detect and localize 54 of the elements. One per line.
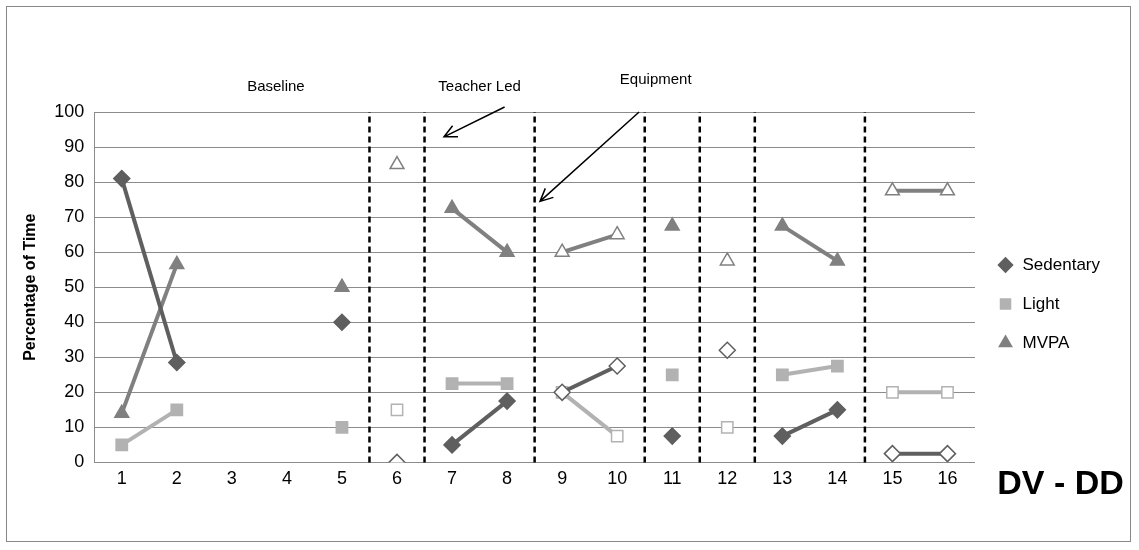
x-tick-label: 14 — [827, 468, 848, 489]
y-tick-label: 40 — [64, 311, 85, 332]
point — [498, 392, 516, 410]
point — [830, 359, 844, 373]
x-tick-label: 5 — [336, 468, 347, 489]
point — [443, 436, 461, 454]
legend-label: Light — [1022, 293, 1060, 313]
x-tick-label: 11 — [662, 468, 682, 489]
y-tick-label: 10 — [64, 416, 85, 437]
point — [829, 252, 846, 266]
x-tick-label: 13 — [772, 468, 793, 489]
x-tick-label: 10 — [607, 468, 628, 489]
point — [774, 217, 791, 231]
point — [114, 404, 130, 419]
y-axis-title: Percentage of Time — [21, 213, 39, 361]
point — [773, 427, 792, 445]
point — [663, 427, 681, 445]
point — [444, 199, 460, 214]
text: Teacher Led — [438, 77, 521, 95]
y-tick-label: 50 — [64, 276, 85, 297]
point — [828, 401, 847, 419]
x-tick-label: 9 — [557, 468, 568, 489]
point — [115, 438, 129, 452]
y-tick-label: 80 — [64, 171, 85, 192]
point — [333, 313, 351, 331]
point — [170, 403, 184, 417]
x-tick-label: 4 — [281, 468, 292, 489]
y-tick-label: 100 — [54, 100, 85, 121]
y-tick-label: 0 — [74, 451, 85, 472]
x-tick-label: 6 — [391, 468, 403, 489]
point — [168, 353, 186, 372]
x-tick-label: 16 — [937, 468, 958, 489]
x-tick-label: 2 — [171, 468, 182, 489]
y-tick-label: 70 — [64, 206, 85, 227]
y-tick-label: 30 — [64, 346, 85, 367]
y-tick-label: 20 — [64, 381, 85, 402]
legend-label: Sedentary — [1022, 254, 1101, 274]
legend-label: MVPA — [1022, 332, 1071, 352]
point — [500, 377, 514, 390]
x-tick-label: 1 — [116, 468, 127, 489]
y-tick-label: 60 — [64, 241, 85, 262]
point — [445, 377, 459, 390]
text: Equipment — [619, 70, 693, 88]
x-tick-label: 3 — [226, 468, 237, 489]
point — [499, 243, 515, 257]
text: Baseline — [247, 77, 305, 95]
x-tick-label: 8 — [502, 468, 513, 489]
point — [775, 368, 789, 382]
text: DV - DD — [997, 462, 1124, 501]
x-tick-label: 15 — [882, 468, 903, 489]
y-tick-label: 90 — [64, 136, 85, 157]
x-tick-label: 7 — [447, 468, 458, 489]
point — [169, 255, 185, 270]
x-tick-label: 12 — [717, 468, 738, 489]
